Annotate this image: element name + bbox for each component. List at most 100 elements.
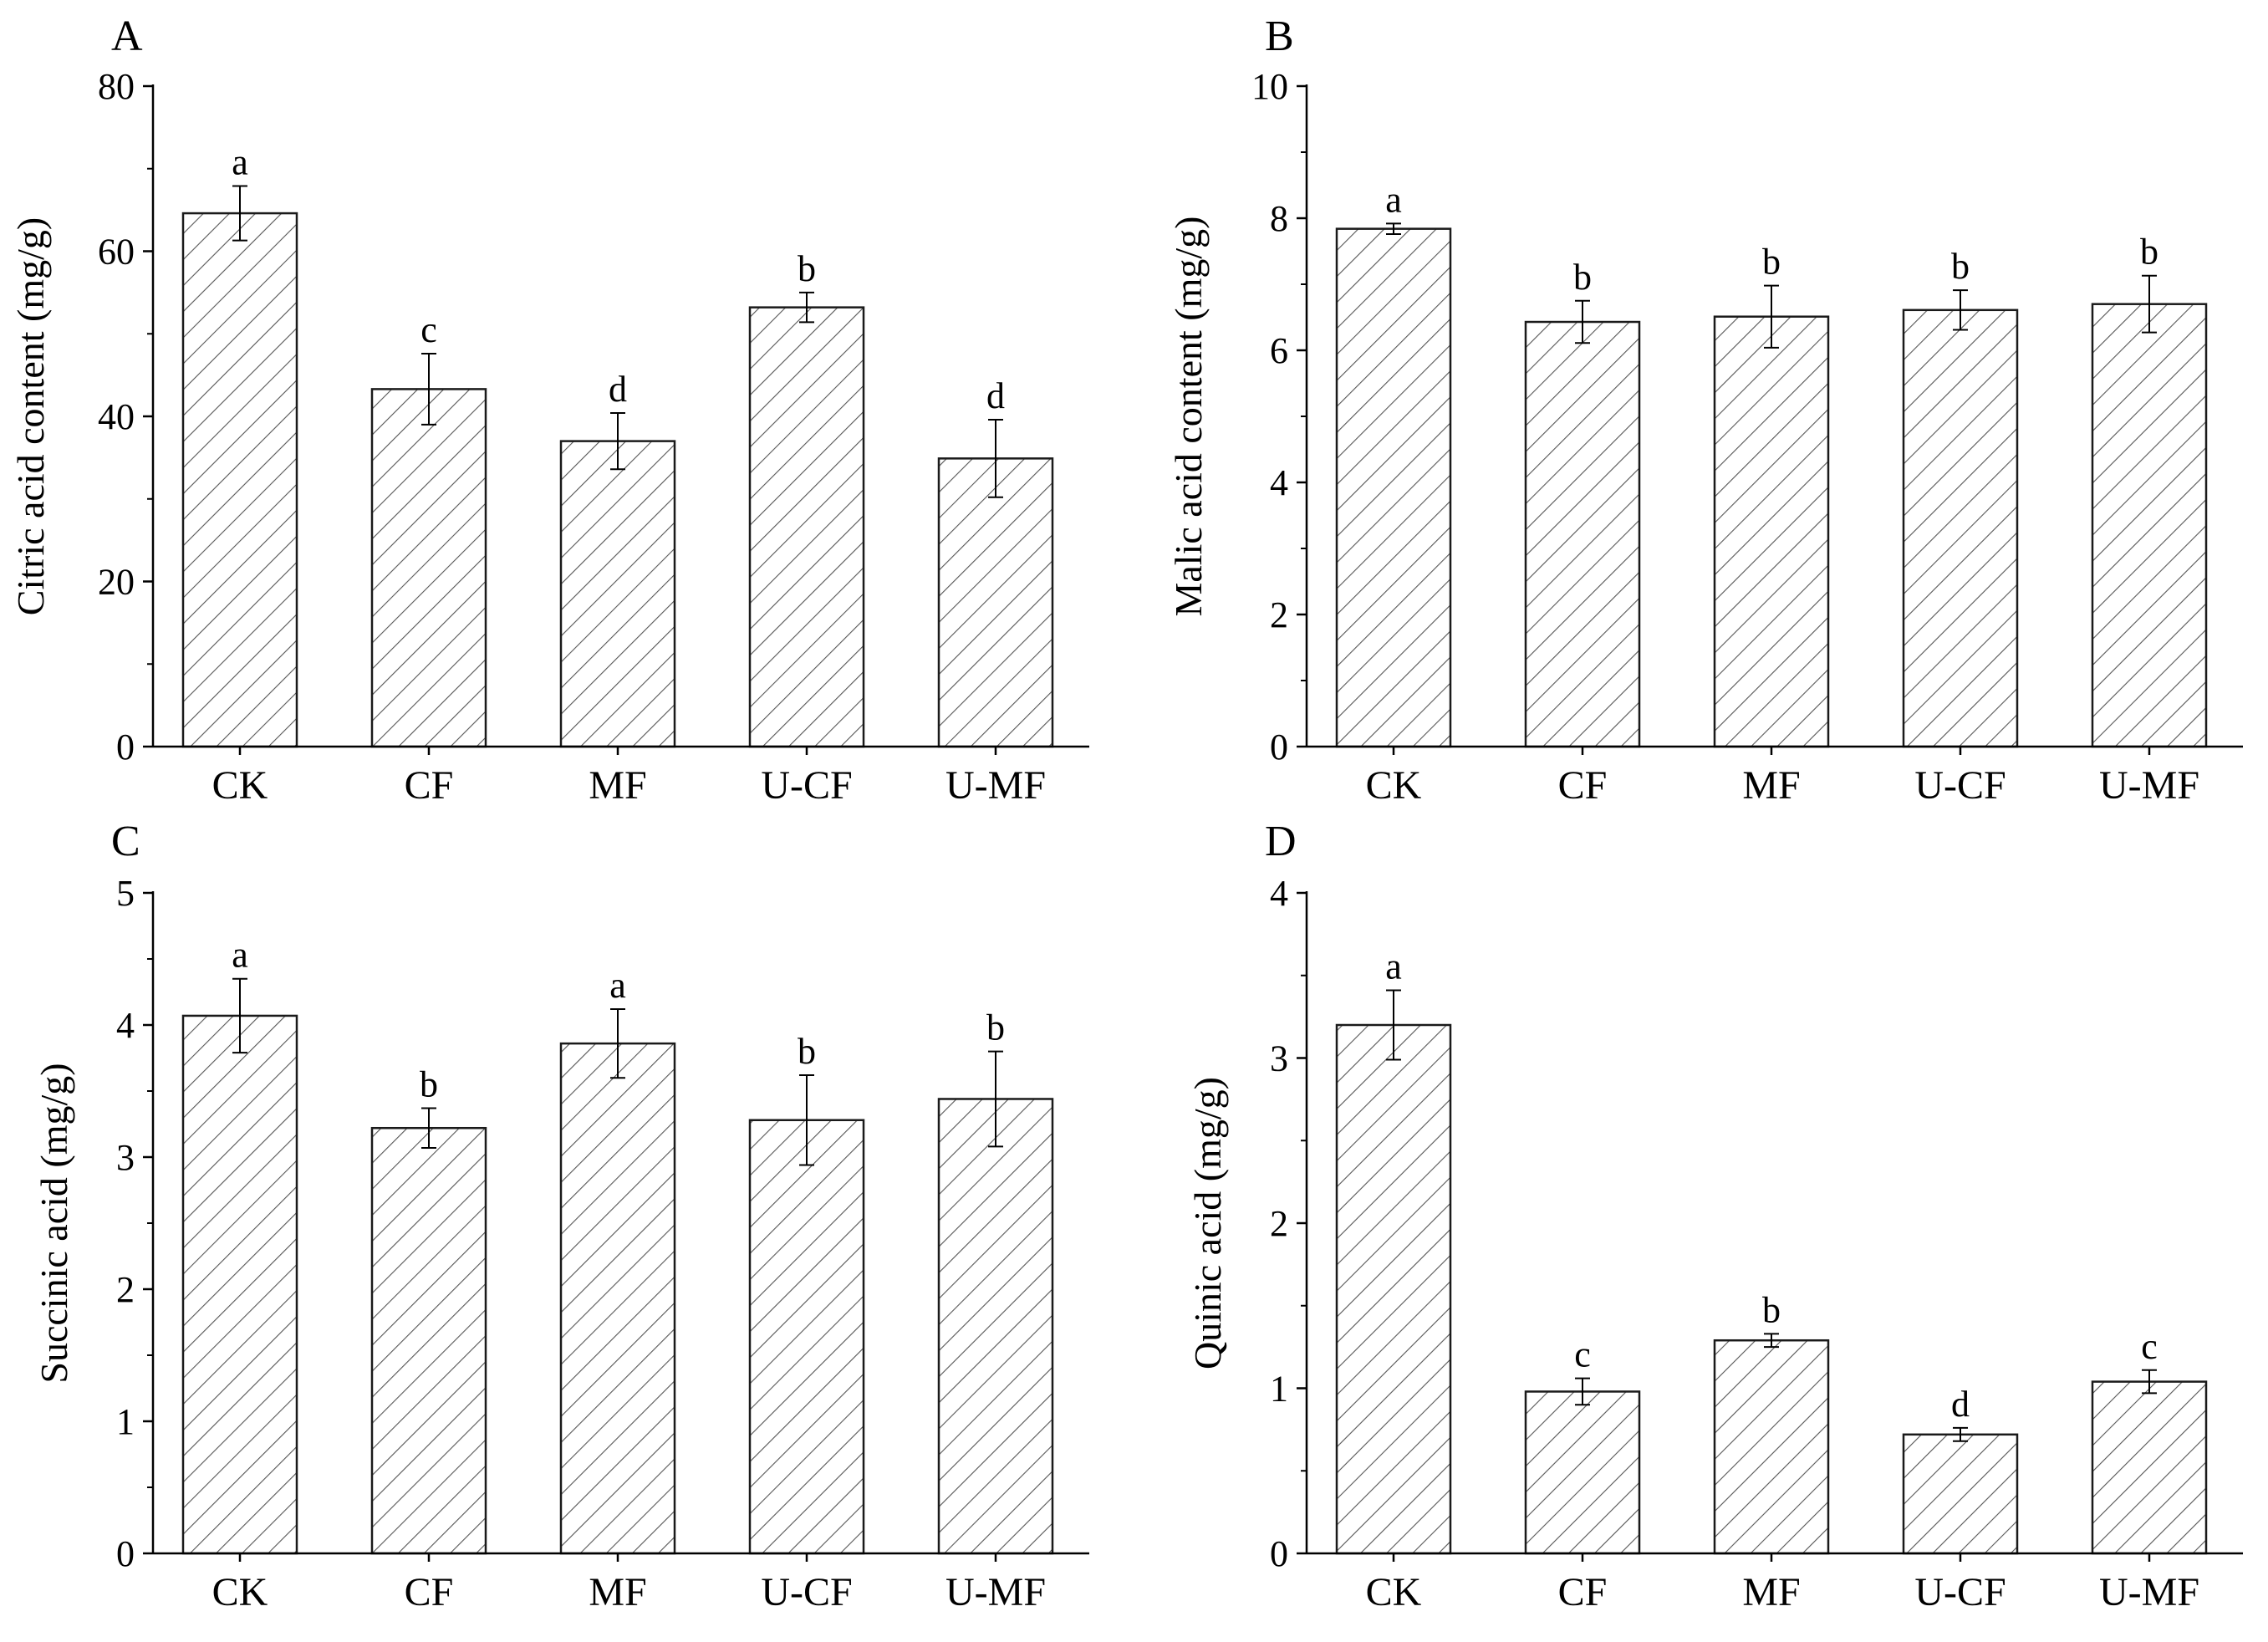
y-tick-label: 8: [1270, 198, 1288, 239]
y-tick-label: 0: [1270, 727, 1288, 767]
error-bar: [421, 352, 436, 426]
y-tick-label: 0: [116, 1533, 135, 1574]
error-bar: [799, 1074, 814, 1166]
bar-ck: [1335, 1023, 1452, 1555]
bar-mf: [559, 440, 676, 748]
error-bar: [1386, 222, 1401, 235]
bar-mf: [1713, 315, 1830, 748]
x-tick-label: CK: [1366, 763, 1422, 808]
panel-label: B: [1265, 13, 1294, 60]
x-tick-label: CF: [405, 1570, 454, 1614]
x-tick-label: CK: [1366, 1570, 1422, 1614]
x-tick-label: CF: [1558, 1570, 1608, 1614]
y-tick-label: 1: [1270, 1369, 1288, 1410]
significance-letter: a: [232, 935, 248, 976]
error-bar: [1953, 289, 1968, 331]
error-bar: [1575, 1377, 1590, 1406]
y-axis-label: Malic acid content (mg/g): [1167, 216, 1210, 616]
bar-ck: [181, 1014, 298, 1555]
error-bar: [1764, 1333, 1779, 1349]
y-tick-label: 0: [116, 727, 135, 767]
significance-letter: b: [798, 248, 816, 289]
bar-cf: [370, 1126, 487, 1555]
error-bar: [988, 1050, 1003, 1148]
error-bar: [232, 977, 247, 1054]
panel-label: D: [1265, 818, 1297, 865]
x-tick-label: U-CF: [761, 763, 852, 808]
y-tick-label: 3: [116, 1137, 135, 1178]
x-tick-label: U-CF: [1914, 1570, 2006, 1614]
bar-mf: [1713, 1339, 1830, 1555]
significance-letter: c: [1574, 1334, 1591, 1375]
x-tick-label: CK: [212, 763, 268, 808]
y-tick-label: 4: [116, 1005, 135, 1046]
significance-letter: b: [420, 1064, 438, 1105]
significance-letter: a: [609, 965, 626, 1006]
bar-u-cf: [1902, 309, 2019, 748]
significance-letter: b: [798, 1031, 816, 1072]
y-axis-label: Quinic acid (mg/g): [1186, 1077, 1229, 1369]
bar-u-cf: [748, 306, 865, 748]
error-bar: [610, 1008, 625, 1079]
x-tick-label: MF: [589, 763, 646, 808]
error-bar: [1386, 989, 1401, 1061]
significance-letter: a: [1385, 179, 1402, 220]
error-bar: [1575, 299, 1590, 344]
x-tick-label: U-MF: [2099, 763, 2199, 808]
bar-u-cf: [1902, 1433, 2019, 1555]
bar-cf: [1524, 1390, 1641, 1555]
y-tick-label: 40: [98, 396, 135, 437]
y-tick-label: 2: [1270, 1203, 1288, 1244]
y-tick-label: 20: [98, 562, 135, 603]
y-tick-label: 2: [1270, 594, 1288, 635]
error-bar: [2142, 274, 2157, 334]
error-bar: [421, 1107, 436, 1149]
y-tick-label: 0: [1270, 1533, 1288, 1574]
x-tick-label: U-MF: [2099, 1570, 2199, 1614]
y-tick-label: 2: [116, 1269, 135, 1310]
bar-ck: [1335, 227, 1452, 748]
significance-letter: b: [2140, 232, 2158, 273]
y-tick-label: 60: [98, 232, 135, 273]
x-tick-label: CF: [1558, 763, 1608, 808]
x-tick-label: U-MF: [945, 763, 1046, 808]
y-tick-label: 4: [1270, 462, 1288, 503]
error-bar: [232, 185, 247, 242]
significance-letter: b: [1762, 1289, 1781, 1330]
y-tick-label: 6: [1270, 330, 1288, 371]
error-bar: [988, 418, 1003, 498]
bar-u-cf: [748, 1119, 865, 1555]
significance-letter: b: [1951, 246, 1970, 287]
bar-ck: [181, 212, 298, 748]
bar-u-mf: [937, 1098, 1054, 1555]
y-tick-label: 1: [116, 1401, 135, 1442]
x-tick-label: MF: [1742, 1570, 1800, 1614]
significance-letter: b: [1573, 257, 1592, 298]
error-bar: [2142, 1369, 2157, 1395]
bar-cf: [1524, 320, 1641, 748]
bar-u-mf: [937, 457, 1054, 748]
x-tick-label: CF: [405, 763, 454, 808]
panel-b: Ba CK b CF b MF b U-CF b U-MF 0 2 4 6 8 10 Malic acid co…: [1167, 13, 2243, 808]
significance-letter: a: [232, 141, 248, 182]
y-tick-label: 10: [1251, 66, 1288, 107]
bar-cf: [370, 388, 487, 748]
bar-u-mf: [2091, 303, 2208, 748]
error-bar: [610, 412, 625, 471]
x-tick-label: U-CF: [761, 1570, 852, 1614]
panel-label: C: [111, 818, 140, 865]
x-tick-label: MF: [1742, 763, 1800, 808]
error-bar: [1953, 1426, 1968, 1442]
panel-d: Da CK c CF b MF d U-CF c U-MF 0 1 2 3 4 Quinic acid (mg…: [1186, 818, 2243, 1614]
significance-letter: a: [1385, 946, 1402, 987]
error-bar: [799, 291, 814, 324]
panel-c: Ca CK b CF a MF b U-CF b U-MF 0 1 2 3 4 5 Succinic acid …: [33, 818, 1089, 1614]
significance-letter: c: [2141, 1326, 2158, 1367]
panel-label: A: [111, 13, 143, 60]
significance-letter: c: [420, 309, 437, 350]
bar-mf: [559, 1042, 676, 1555]
x-tick-label: CK: [212, 1570, 268, 1614]
y-tick-label: 80: [98, 66, 135, 107]
significance-letter: b: [1762, 242, 1781, 283]
significance-letter: d: [986, 375, 1005, 416]
